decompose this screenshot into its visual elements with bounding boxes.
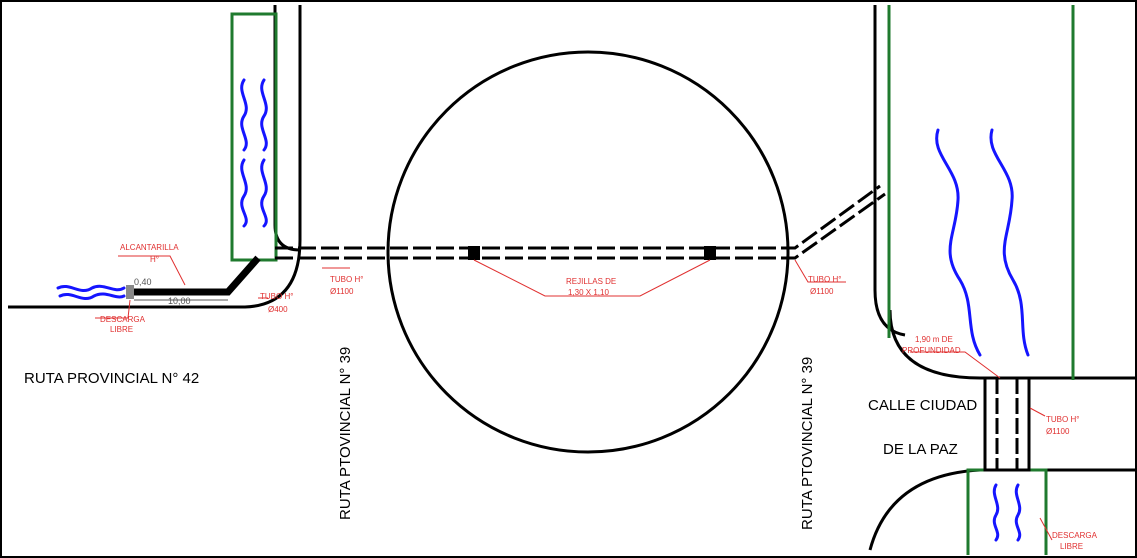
annotation-tubo1100-c: TUBO H° <box>1046 415 1079 424</box>
annotation-tubo1100-c-diam: Ø1100 <box>1046 427 1070 436</box>
annotation-tubo1100-a: TUBO H° <box>330 275 363 284</box>
water-wave <box>240 78 248 152</box>
water-wave <box>260 78 268 152</box>
leader-tubo1100-b <box>794 259 846 283</box>
channel-right-upper <box>887 5 1075 380</box>
leader-tubo1100-c <box>1029 407 1046 417</box>
road-edge-ruta42-north <box>8 5 302 309</box>
culvert-h400 <box>130 255 261 296</box>
grate-west <box>468 246 480 260</box>
roundabout <box>386 50 790 454</box>
label-ruta-39-right: RUTA PTOVINCIAL N° 39 <box>799 357 816 530</box>
water-wave <box>992 483 1000 542</box>
annotation-alcantarilla: ALCANTARILLA <box>120 243 179 252</box>
label-ruta-provincial-42: RUTA PROVINCIAL N° 42 <box>24 370 199 387</box>
leader-descarga-left <box>95 299 131 319</box>
annotation-tubo400-diam: Ø400 <box>268 305 288 314</box>
annotation-tubo400: TUBO H° <box>260 292 293 301</box>
water-wave <box>935 128 982 357</box>
label-calle-ciudad: CALLE CIUDAD <box>868 397 977 414</box>
annotation-tubo1100-b: TUBO H° <box>808 275 841 284</box>
annotation-rejillas-size: 1,30 X 1,10 <box>568 288 609 297</box>
channel-right-lower <box>966 468 1048 555</box>
annotation-alcantarilla-material: H° <box>150 255 159 264</box>
leader-descarga-right <box>1039 517 1053 541</box>
annotation-descarga-right-libre: LIBRE <box>1060 542 1083 551</box>
road-edge-calle-north <box>888 309 1137 380</box>
water-wave <box>989 128 1030 357</box>
channel-left <box>230 12 278 262</box>
annotation-descarga-left: DESCARGA <box>100 315 146 324</box>
leader-profundidad <box>910 351 1001 379</box>
annotation-descarga-right: DESCARGA <box>1052 531 1098 540</box>
grate-east <box>704 246 716 260</box>
dimension-1000: 10,00 <box>168 296 191 306</box>
annotation-profundidad-2: PROFUNDIDAD <box>902 346 961 355</box>
label-ruta-39-left: RUTA PTOVINCIAL N° 39 <box>337 347 354 520</box>
water-wave <box>260 158 268 228</box>
annotation-descarga-left-libre: LIBRE <box>110 325 133 334</box>
road-edge-calle-south <box>868 468 1137 551</box>
water-wave <box>1014 483 1022 542</box>
water-wave <box>56 284 126 293</box>
pipe-h1100-main <box>275 184 886 260</box>
road-edge-ruta39-corner <box>273 5 301 252</box>
leader-rejillas <box>473 259 711 297</box>
annotation-profundidad: 1,90 m DE <box>915 335 953 344</box>
annotation-rejillas: REJILLAS DE <box>566 277 616 286</box>
label-de-la-paz: DE LA PAZ <box>883 441 958 458</box>
road-edge-right-upper <box>873 5 906 337</box>
leader-alcantarilla <box>118 255 186 286</box>
annotation-tubo1100-b-diam: Ø1100 <box>810 287 834 296</box>
water-wave <box>240 158 248 228</box>
water-wave <box>58 292 126 301</box>
culvert-outlet <box>126 285 134 299</box>
pipe-h1100-crossing-lines <box>995 378 1019 470</box>
dimension-040: 0,40 <box>134 277 152 287</box>
annotation-tubo1100-a-diam: Ø1100 <box>330 287 354 296</box>
pipe-h1100-crossing <box>983 376 1031 472</box>
